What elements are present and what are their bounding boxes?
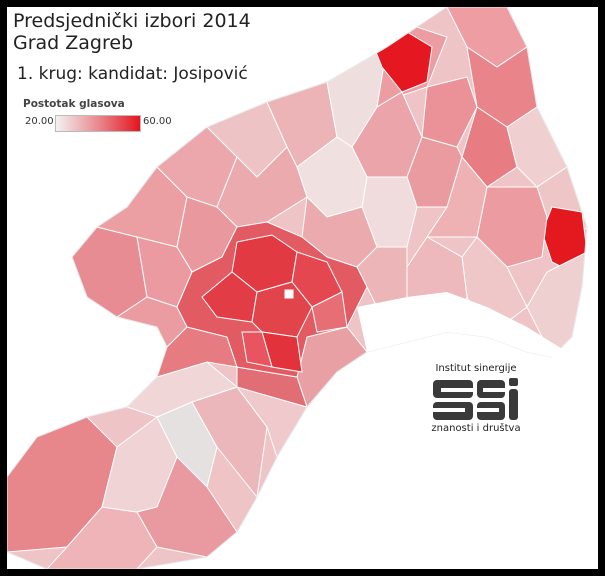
legend-min-label: 20.00: [25, 116, 54, 127]
city-boundary: [7, 7, 588, 569]
map-title: Predsjednički izbori 2014 Grad Zagreb: [13, 10, 251, 54]
map-subtitle: 1. krug: kandidat: Josipović: [17, 64, 248, 84]
river-area: [357, 292, 567, 357]
map-frame: Predsjednički izbori 2014 Grad Zagreb 1.…: [7, 7, 598, 569]
ssi-logo-icon: [433, 378, 518, 420]
districts-layer: [7, 7, 587, 569]
choropleth-map[interactable]: [7, 7, 598, 569]
legend-max-label: 60.00: [143, 116, 172, 127]
legend-color-scale: [55, 115, 141, 132]
logo-top-text: Institut sinergije: [435, 363, 517, 374]
title-line-2: Grad Zagreb: [13, 32, 134, 54]
institute-logo: Institut sinergije znanosti i društva: [426, 363, 526, 434]
legend-title: Postotak glasova: [23, 98, 125, 110]
title-line-1: Predsjednički izbori 2014: [13, 10, 251, 32]
logo-bottom-text: znanosti i društva: [431, 423, 521, 434]
